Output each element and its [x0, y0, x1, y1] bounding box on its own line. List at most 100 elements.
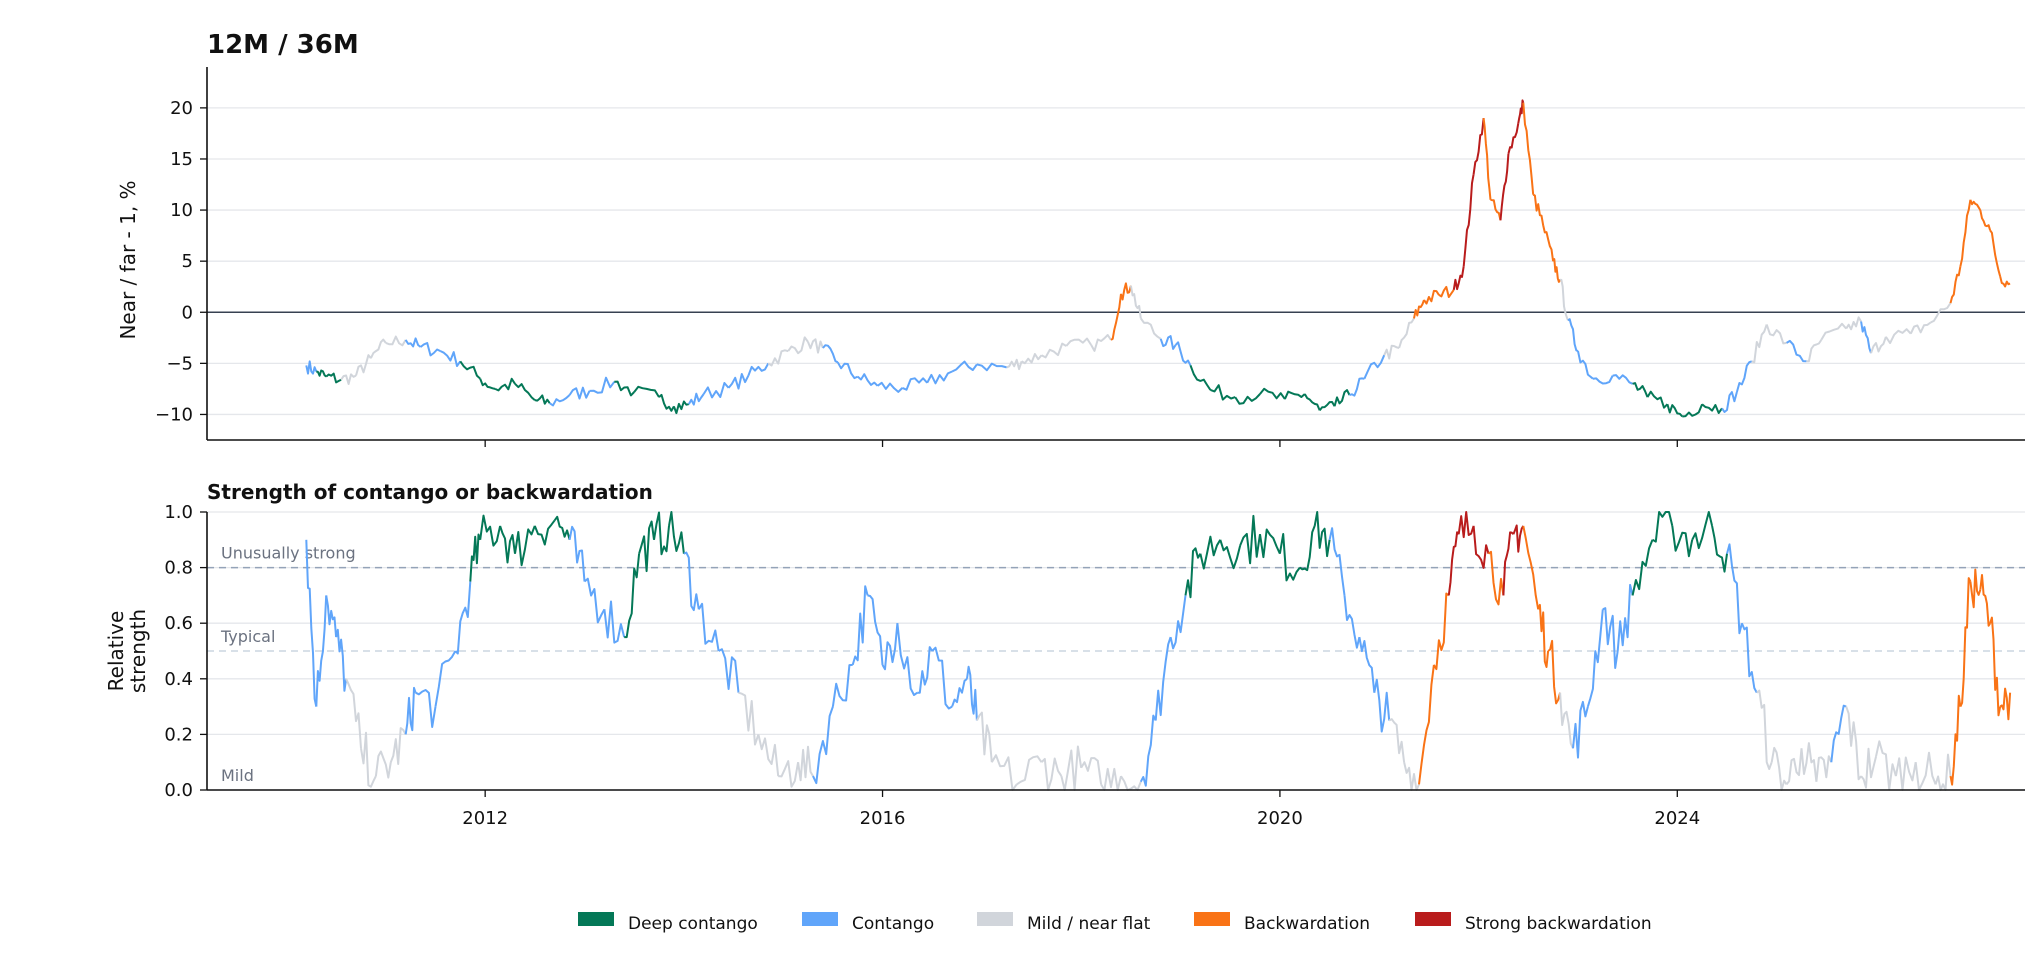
series-segment [976, 362, 1007, 372]
reference-label: Typical [220, 627, 275, 646]
series-segment [1452, 266, 1465, 291]
spread-y-axis-label: Near / far - 1, % [116, 180, 140, 339]
series-segment [1041, 342, 1067, 359]
series-segment [822, 344, 839, 364]
series-segment [812, 706, 834, 785]
spread-x-ticks [484, 440, 1678, 447]
series-segment [1894, 756, 1917, 791]
series-segment [1671, 525, 1694, 558]
series-segment [1388, 718, 1406, 763]
series-segment [1969, 568, 1982, 609]
series-segment [1080, 757, 1103, 785]
series-segment [747, 362, 770, 376]
series-segment [1349, 377, 1365, 397]
series-segment [1785, 748, 1803, 786]
series-segment [1735, 360, 1753, 393]
series-segment [638, 520, 655, 573]
series-segment [1120, 775, 1142, 791]
series-segment [603, 600, 626, 644]
series-segment [369, 338, 387, 359]
series-segment [1602, 607, 1619, 669]
series-segment [1959, 199, 1972, 267]
series-segment [1259, 387, 1286, 400]
series-segment [990, 754, 1018, 791]
series-segment [1259, 528, 1281, 559]
series-segment [951, 360, 978, 373]
series-segment [1682, 403, 1704, 418]
series-segment [1989, 229, 2002, 277]
series-segment [1934, 753, 1952, 791]
y-axis-label-line: Relative [104, 611, 128, 692]
series-segment [325, 595, 338, 638]
series-segment [1499, 153, 1510, 221]
y-tick-label: 10 [170, 200, 193, 221]
series-segment [1199, 535, 1222, 570]
series-segment [1433, 592, 1450, 671]
series-segment [614, 380, 635, 397]
series-segment [1333, 389, 1351, 407]
series-segment [797, 745, 814, 782]
y-tick-label: 1.0 [164, 502, 193, 523]
series-segment [1930, 302, 1952, 324]
series-segment [1472, 117, 1485, 175]
legend-label: Deep contango [628, 914, 758, 934]
series-segment [1328, 527, 1346, 596]
series-segment [1065, 337, 1093, 347]
y-tick-label: 20 [170, 98, 193, 119]
series-segment [1383, 344, 1400, 360]
series-segment [1457, 511, 1475, 539]
series-segment [1547, 639, 1562, 705]
series-segment [1909, 321, 1932, 335]
series-segment [1721, 391, 1738, 413]
spread-panel: 12M / 36M Near / far - 1, % −10 −5 0 5 10 15 2… [116, 30, 2025, 447]
y-tick-label: 0.8 [164, 558, 193, 579]
y-axis-label-line: strength [126, 609, 150, 693]
series-segment [1756, 689, 1773, 770]
strength-x-ticks: 2012 2016 2020 2024 [462, 790, 1700, 829]
series-segment [404, 337, 422, 348]
series-segment [1537, 603, 1550, 668]
series-segment [1979, 574, 1992, 627]
series-segment [583, 577, 606, 624]
series-segment [1885, 328, 1912, 345]
series-segment [1542, 225, 1555, 262]
series-segment [404, 686, 417, 735]
y-tick-label: −10 [155, 404, 193, 425]
series-segment [355, 354, 372, 376]
series-segment [881, 623, 899, 671]
series-segment [1278, 533, 1301, 582]
strength-panel: Strength of contango or backwardation Re… [104, 480, 2025, 829]
series-segment [697, 602, 720, 652]
series-segment [966, 665, 978, 721]
series-segment [867, 594, 884, 665]
series-segment [1462, 174, 1475, 267]
series-segment [1652, 511, 1674, 543]
series-segment [787, 336, 809, 355]
strength-axes [206, 512, 2025, 791]
series-segment [385, 335, 407, 347]
spread-gridlines [207, 107, 2025, 416]
series-segment [1129, 285, 1142, 319]
series-segment [896, 623, 918, 696]
series-segment [1502, 531, 1515, 596]
series-segment [1403, 761, 1420, 791]
reference-label: Mild [221, 766, 254, 785]
series-segment [718, 648, 740, 693]
series-segment [315, 595, 328, 707]
series-segment [1616, 583, 1634, 652]
series-segment [877, 381, 904, 393]
x-tick-label: 2012 [462, 808, 508, 829]
strength-series [305, 511, 2012, 791]
series-segment [568, 386, 591, 400]
legend-swatch [1194, 912, 1230, 926]
series-segment [1021, 353, 1043, 365]
series-segment [305, 360, 318, 375]
y-tick-label: 0.0 [164, 780, 193, 801]
y-tick-label: 5 [182, 251, 193, 272]
series-segment [1770, 746, 1788, 791]
series-segment [1999, 687, 2012, 721]
series-segment [1586, 609, 1604, 707]
series-segment [1845, 316, 1862, 331]
series-segment [926, 370, 953, 385]
series-segment [1239, 514, 1261, 565]
